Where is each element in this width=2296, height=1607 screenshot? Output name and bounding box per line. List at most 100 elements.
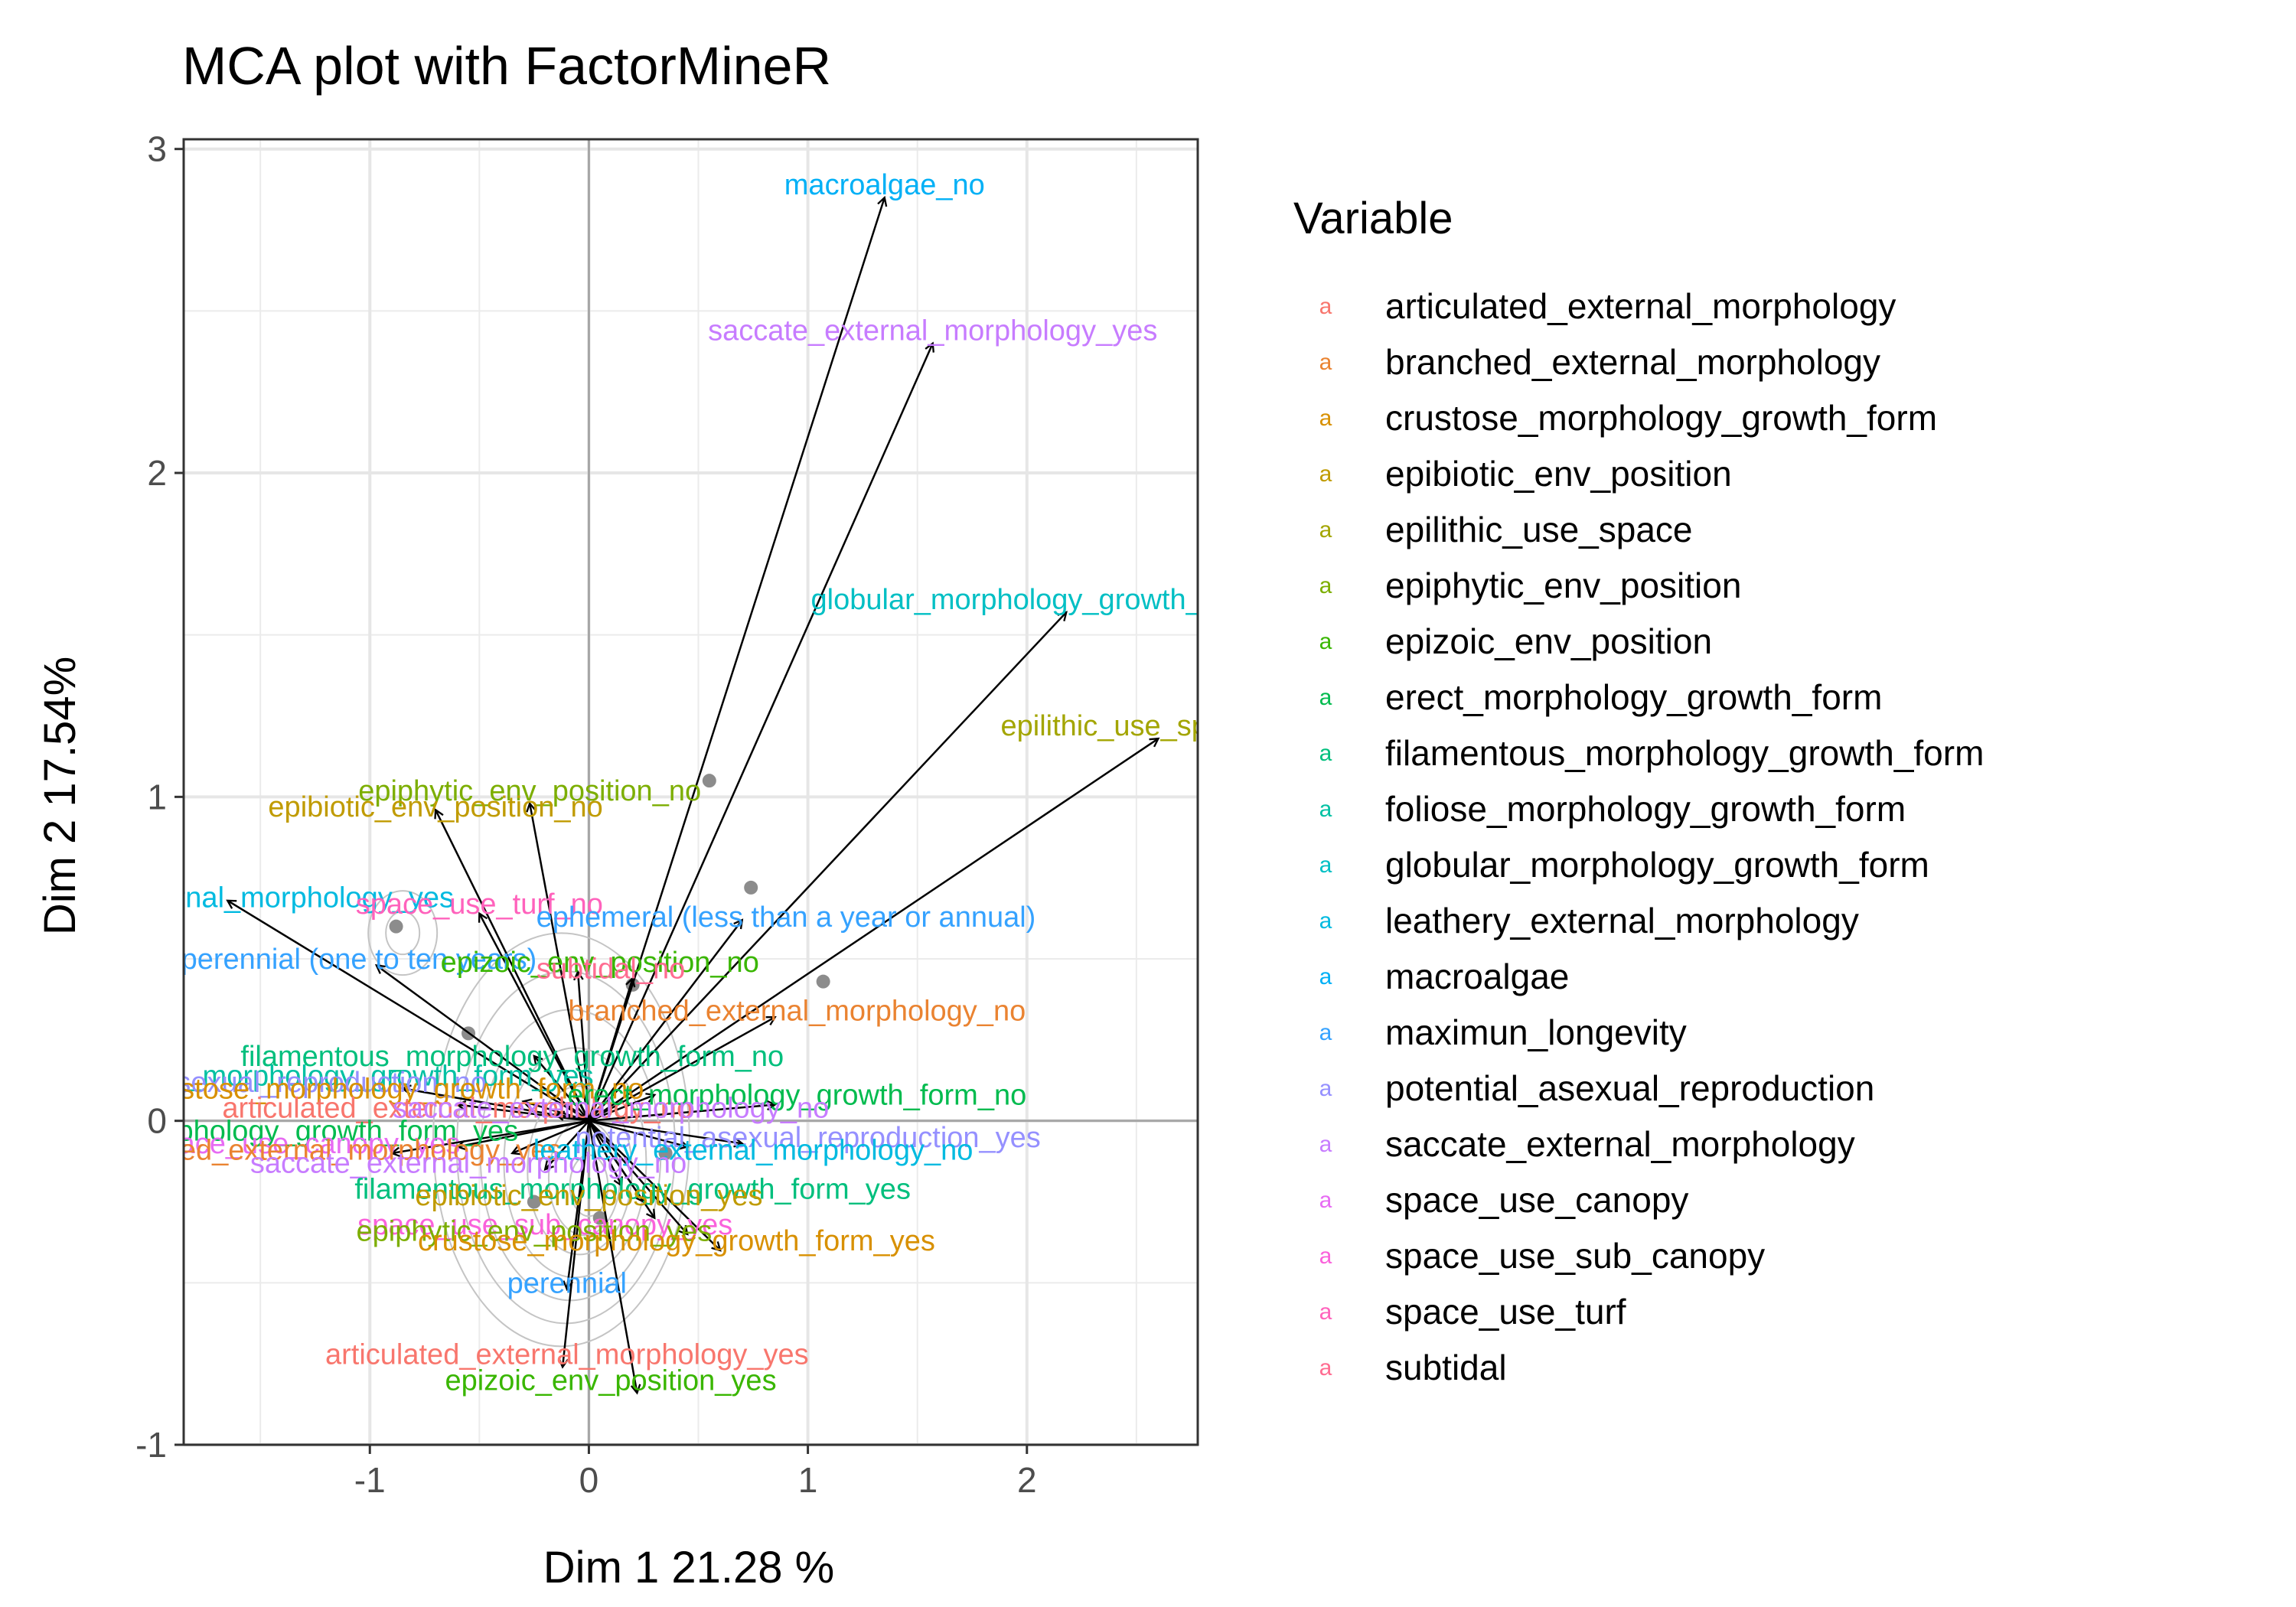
category-arrow xyxy=(512,1120,589,1153)
category-label: globular_morphology_growth_form_yes xyxy=(811,584,1322,616)
legend-label: subtidal xyxy=(1385,1348,1507,1387)
y-tick-label: 3 xyxy=(147,129,167,169)
category-labels: macroalgae_no saccate_external_morphology… xyxy=(34,169,1322,1397)
legend-label: leathery_external_morphology xyxy=(1385,901,1859,940)
legend-label: branched_external_morphology xyxy=(1385,342,1880,382)
category-arrow xyxy=(588,612,1066,1122)
category-arrow xyxy=(588,344,932,1122)
category-arrow xyxy=(578,972,590,1121)
plot-panel: macroalgae_no saccate_external_morphology… xyxy=(34,138,1322,1446)
category-label: erect_morphology_growth_form_no xyxy=(567,1080,1026,1112)
grid-minor xyxy=(184,139,1198,1445)
category-arrow xyxy=(588,1120,654,1218)
category-label: subtidal_no xyxy=(536,953,685,986)
category-label: epiphytic_env_position_yes xyxy=(357,1216,713,1248)
legend-label: space_use_sub_canopy xyxy=(1385,1236,1765,1276)
category-label: saccate_external_morphology_yes xyxy=(708,315,1157,347)
legend-label: foliose_morphology_growth_form xyxy=(1385,789,1906,829)
legend-key: a xyxy=(1319,852,1332,878)
category-arrow xyxy=(458,1120,589,1147)
legend-key: a xyxy=(1319,1020,1332,1045)
y-tick-label: 1 xyxy=(147,777,167,817)
category-arrow xyxy=(588,1017,775,1122)
category-arrow xyxy=(589,1120,742,1144)
legend-label: crustose_morphology_growth_form xyxy=(1385,398,1937,438)
legend-key: a xyxy=(1319,406,1332,431)
legend-key: a xyxy=(1319,517,1332,543)
category-label: articulated_external_morphology_no xyxy=(222,1093,693,1125)
legend-label: filamentous_morphology_growth_form xyxy=(1385,733,1984,773)
category-arrow xyxy=(588,1120,687,1234)
y-tick-label: 2 xyxy=(147,453,167,493)
category-label: branched_external_morphology_no xyxy=(568,996,1026,1028)
density-contour xyxy=(569,1154,609,1217)
y-axis: -1 0 1 2 3 xyxy=(135,129,184,1465)
individual-point xyxy=(744,880,758,895)
category-arrow xyxy=(392,1120,589,1153)
individual-point xyxy=(592,1211,607,1225)
legend-key: a xyxy=(1319,797,1332,822)
category-arrow xyxy=(588,1120,621,1186)
category-label: macroalgae_no xyxy=(784,169,985,201)
legend-label: erect_morphology_growth_form xyxy=(1385,677,1882,717)
category-label: filamentous_morphology_growth_form_yes xyxy=(354,1174,911,1206)
legend-label: potential_asexual_reproduction xyxy=(1385,1068,1874,1108)
legend-key: a xyxy=(1319,1355,1332,1380)
legend-label: saccate_external_morphology xyxy=(1385,1124,1855,1164)
category-arrow xyxy=(227,901,590,1122)
category-label: epibiotic_env_position_yes xyxy=(415,1180,762,1212)
category-arrow xyxy=(588,920,742,1122)
x-tick-label: 1 xyxy=(798,1460,818,1500)
legend-label: space_use_turf xyxy=(1385,1292,1626,1332)
category-arrow xyxy=(435,810,590,1122)
y-axis-title: Dim 2 17.54% xyxy=(35,657,85,935)
category-arrow xyxy=(479,914,590,1122)
category-arrow xyxy=(588,1120,720,1250)
individual-point xyxy=(702,774,716,788)
legend-label: epibiotic_env_position xyxy=(1385,454,1732,494)
reference-lines xyxy=(184,139,1198,1445)
individual-point xyxy=(658,1146,673,1161)
legend-key: a xyxy=(1319,629,1332,654)
legend-key: a xyxy=(1319,741,1332,766)
legend-key: a xyxy=(1319,1188,1332,1213)
legend: Variable a articulated_external_morpholog… xyxy=(1293,194,1984,1387)
category-arrow xyxy=(377,965,590,1122)
category-label: potential_asexual_reproduction_no xyxy=(34,1067,487,1099)
legend-label: epilithic_use_space xyxy=(1385,510,1693,549)
individual-points xyxy=(389,774,830,1225)
category-label: epizoic_env_position_yes xyxy=(445,1364,777,1397)
category-label: space_use_turf_no xyxy=(356,888,603,921)
category-arrow xyxy=(530,804,590,1121)
legend-label: epiphytic_env_position xyxy=(1385,566,1741,605)
category-label: perennial (one to ten years) xyxy=(181,944,537,976)
category-label: crustose_morphology_growth_form_yes xyxy=(418,1225,935,1257)
density-contour xyxy=(385,911,421,956)
individual-point xyxy=(527,1195,541,1209)
category-arrow xyxy=(545,1120,590,1169)
legend-key: a xyxy=(1319,1244,1332,1269)
legend-key: a xyxy=(1319,1076,1332,1101)
legend-label: space_use_canopy xyxy=(1385,1180,1688,1220)
category-arrow xyxy=(563,1120,590,1367)
legend-key: a xyxy=(1319,294,1332,319)
legend-key: a xyxy=(1319,964,1332,989)
category-label: saccate_external_morphology_no xyxy=(250,1148,687,1180)
x-tick-label: -1 xyxy=(354,1460,386,1500)
y-tick-label: -1 xyxy=(135,1425,167,1465)
legend-key: a xyxy=(1319,1132,1332,1157)
category-arrow xyxy=(588,197,884,1122)
category-arrow xyxy=(588,1120,637,1393)
category-label: epilithic_use_space_yes xyxy=(1001,710,1316,742)
category-arrow xyxy=(589,1120,687,1147)
density-contour xyxy=(367,890,439,976)
category-label: potential_asexual_reproduction_yes xyxy=(575,1122,1040,1154)
legend-key: a xyxy=(1319,573,1332,598)
category-label: epibiotic_env_position_no xyxy=(268,791,602,823)
category-label: ephemeral (less than a year or annual) xyxy=(536,901,1036,934)
category-arrow xyxy=(589,1105,775,1122)
category-label: space_use_canopy_yes xyxy=(148,1128,461,1160)
x-tick-label: 2 xyxy=(1017,1460,1037,1500)
